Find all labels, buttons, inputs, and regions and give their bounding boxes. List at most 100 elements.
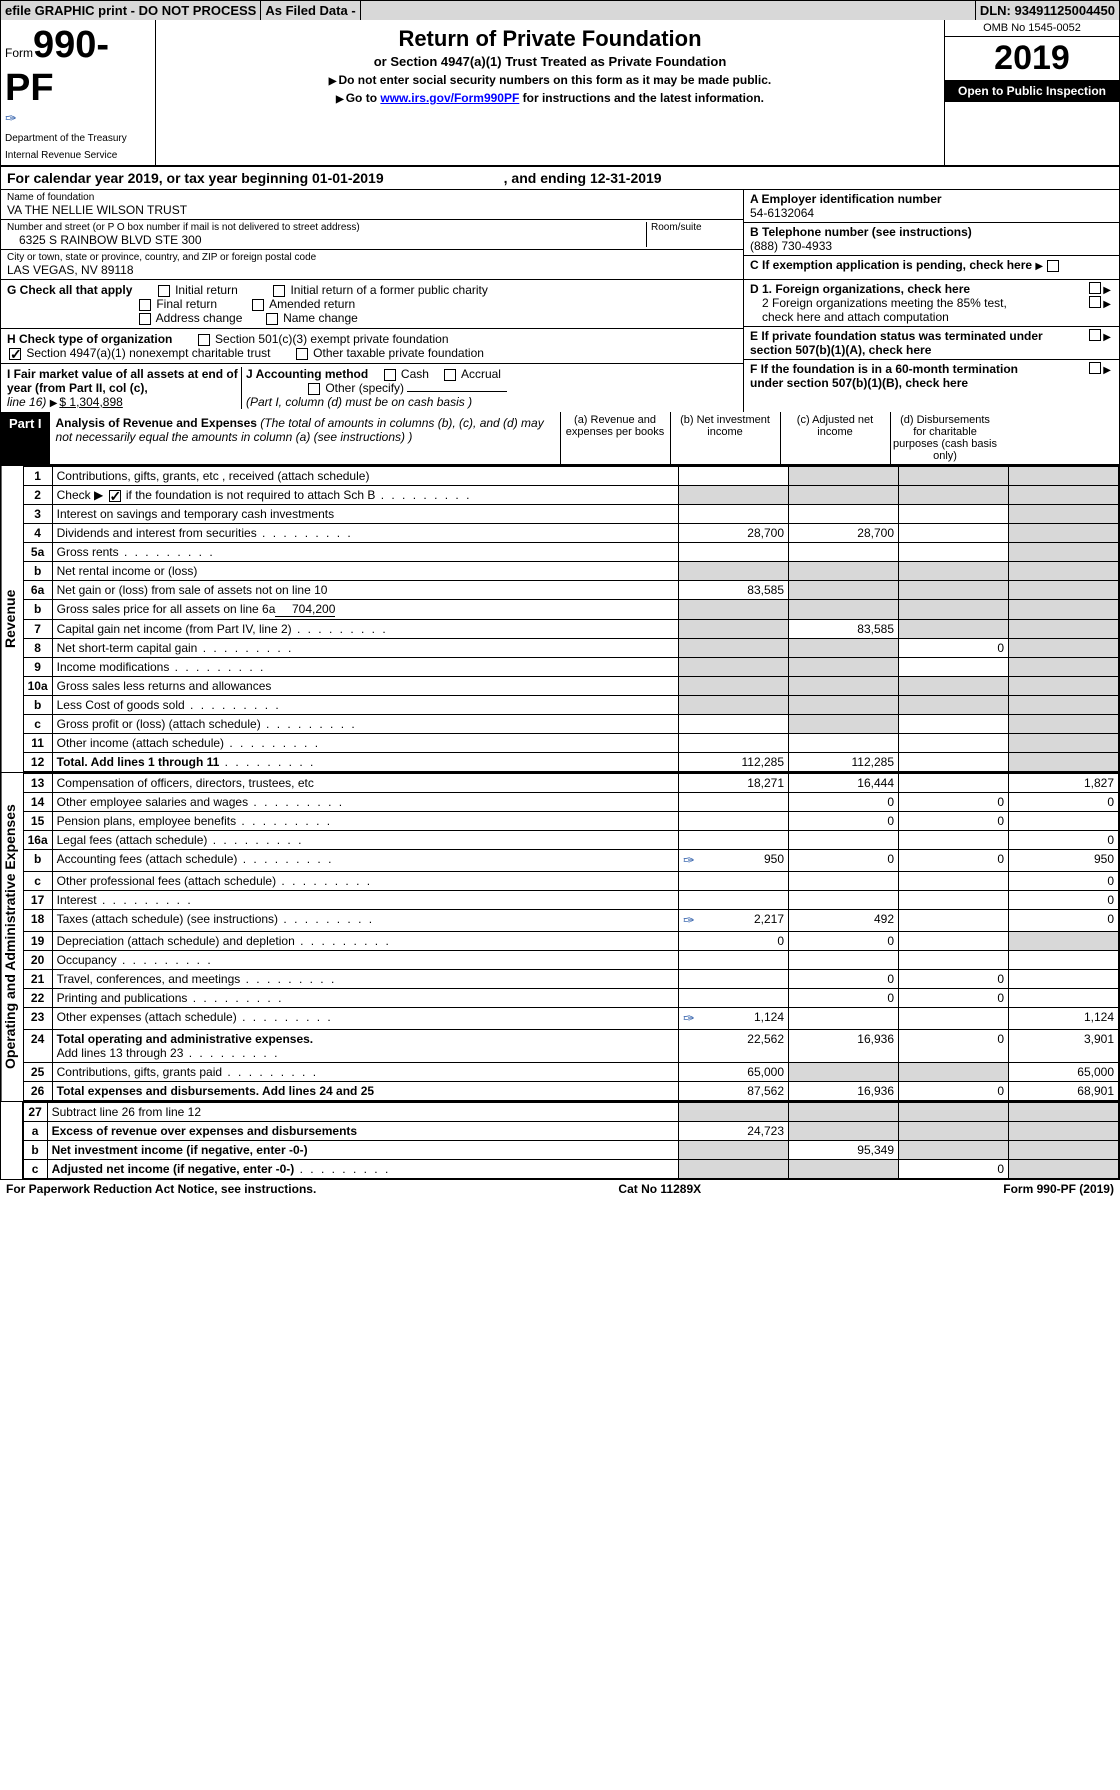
attachment-icon[interactable]: ✑ <box>683 912 695 929</box>
g-o5: Address change <box>156 311 243 325</box>
footer-right: Form 990-PF (2019) <box>1003 1182 1114 1196</box>
h-o2: Section 4947(a)(1) nonexempt charitable … <box>26 346 270 360</box>
g-address-checkbox[interactable] <box>139 313 151 325</box>
e-checkbox[interactable] <box>1089 329 1101 341</box>
arrow-icon <box>336 91 346 105</box>
r27c-num: c <box>23 1160 47 1179</box>
r11-desc: Other income (attach schedule) <box>57 736 224 750</box>
foundation-name: VA THE NELLIE WILSON TRUST <box>7 203 737 217</box>
r10c-desc: Gross profit or (loss) (attach schedule) <box>57 717 261 731</box>
r16c-num: c <box>23 872 52 891</box>
r16a-d: 0 <box>1009 831 1119 850</box>
d2-checkbox[interactable] <box>1089 296 1101 308</box>
g-initial-former-checkbox[interactable] <box>273 285 285 297</box>
r22-num: 22 <box>23 989 52 1008</box>
r23-a: 1,124 <box>754 1010 784 1024</box>
r14-num: 14 <box>23 793 52 812</box>
summary-section: 27Subtract line 26 from line 12 aExcess … <box>1 1101 1119 1179</box>
arrow-icon <box>1103 329 1113 343</box>
j-accrual-checkbox[interactable] <box>444 369 456 381</box>
r8-c: 0 <box>899 639 1009 658</box>
r27a-desc: Excess of revenue over expenses and disb… <box>52 1124 357 1138</box>
r17-desc: Interest <box>57 893 97 907</box>
attachment-icon[interactable]: ✑ <box>683 1010 695 1027</box>
r24-desc: Total operating and administrative expen… <box>57 1032 314 1046</box>
tel-value: (888) 730-4933 <box>750 239 1113 253</box>
r5a-desc: Gross rents <box>57 545 119 559</box>
r16b-b: 0 <box>789 850 899 872</box>
r16c-desc: Other professional fees (attach schedule… <box>57 874 276 888</box>
r26-b: 16,936 <box>789 1082 899 1101</box>
r15-b: 0 <box>789 812 899 831</box>
r4-desc: Dividends and interest from securities <box>57 526 257 540</box>
r22-c: 0 <box>899 989 1009 1008</box>
r2-desc2: if the foundation is not required to att… <box>126 488 376 502</box>
e-label: E If private foundation status was termi… <box>750 329 1043 357</box>
arrow-icon <box>1103 362 1113 376</box>
d1-label: D 1. Foreign organizations, check here <box>750 282 970 296</box>
arrow-icon <box>50 395 60 409</box>
r16b-c: 0 <box>899 850 1009 872</box>
g-initial-checkbox[interactable] <box>158 285 170 297</box>
r15-num: 15 <box>23 812 52 831</box>
d1-checkbox[interactable] <box>1089 282 1101 294</box>
r16b-a: 950 <box>764 852 784 866</box>
h-other-checkbox[interactable] <box>296 348 308 360</box>
g-label: G Check all that apply <box>7 283 132 297</box>
r1-desc: Contributions, gifts, grants, etc , rece… <box>52 467 678 486</box>
irs-link[interactable]: www.irs.gov/Form990PF <box>380 91 519 105</box>
i-value: $ 1,304,898 <box>59 395 122 409</box>
r14-d: 0 <box>1009 793 1119 812</box>
r9-num: 9 <box>23 658 52 677</box>
tel-cell: B Telephone number (see instructions) (8… <box>744 223 1119 256</box>
r15-desc: Pension plans, employee benefits <box>57 814 236 828</box>
r10b-num: b <box>23 696 52 715</box>
dln: DLN: 93491125004450 <box>976 1 1119 20</box>
pdf-icon[interactable]: ✑ <box>5 110 151 127</box>
schb-checkbox[interactable] <box>109 490 121 502</box>
r8-num: 8 <box>23 639 52 658</box>
r6a-a: 83,585 <box>679 581 789 600</box>
r18-b: 492 <box>789 910 899 932</box>
j-other-checkbox[interactable] <box>308 383 320 395</box>
city-value: LAS VEGAS, NV 89118 <box>7 263 737 277</box>
r16b-num: b <box>23 850 52 872</box>
f-checkbox[interactable] <box>1089 362 1101 374</box>
addr-label: Number and street (or P O box number if … <box>7 222 646 233</box>
g-o3: Final return <box>156 297 217 311</box>
j-cash-checkbox[interactable] <box>384 369 396 381</box>
expenses-vlabel: Operating and Administrative Expenses <box>1 773 23 1101</box>
r27b-num: b <box>23 1141 47 1160</box>
g-o1: Initial return <box>175 283 238 297</box>
r23-num: 23 <box>23 1008 52 1030</box>
r27-num: 27 <box>23 1103 47 1122</box>
g-final-checkbox[interactable] <box>139 299 151 311</box>
check-section: G Check all that apply Initial return In… <box>1 280 1119 412</box>
city-label: City or town, state or province, country… <box>7 252 737 263</box>
r24-a: 22,562 <box>679 1030 789 1063</box>
form-subtitle: or Section 4947(a)(1) Trust Treated as P… <box>162 54 938 69</box>
attachment-icon[interactable]: ✑ <box>683 852 695 869</box>
form-container: efile GRAPHIC print - DO NOT PROCESS As … <box>0 0 1120 1180</box>
g-name-checkbox[interactable] <box>266 313 278 325</box>
tel-label: B Telephone number (see instructions) <box>750 225 1113 239</box>
g-amended-checkbox[interactable] <box>252 299 264 311</box>
header: Form990-PF ✑ Department of the Treasury … <box>1 20 1119 167</box>
form-title: Return of Private Foundation <box>162 26 938 52</box>
name-label: Name of foundation <box>7 192 737 203</box>
open-inspection: Open to Public Inspection <box>945 80 1119 102</box>
instr2b: for instructions and the latest informat… <box>519 91 764 105</box>
c-checkbox[interactable] <box>1047 260 1059 272</box>
h-501c3-checkbox[interactable] <box>198 334 210 346</box>
g-o4: Amended return <box>269 297 355 311</box>
r4-a: 28,700 <box>679 524 789 543</box>
arrow-icon <box>329 73 339 87</box>
r14-b: 0 <box>789 793 899 812</box>
r6b-desc: Gross sales price for all assets on line… <box>57 602 276 616</box>
h-4947-checkbox[interactable] <box>9 348 21 360</box>
j-o3: Other (specify) <box>325 381 404 395</box>
r19-num: 19 <box>23 932 52 951</box>
g-o6: Name change <box>283 311 358 325</box>
r27a-a: 24,723 <box>679 1122 789 1141</box>
r27c-desc: Adjusted net income (if negative, enter … <box>52 1162 295 1176</box>
